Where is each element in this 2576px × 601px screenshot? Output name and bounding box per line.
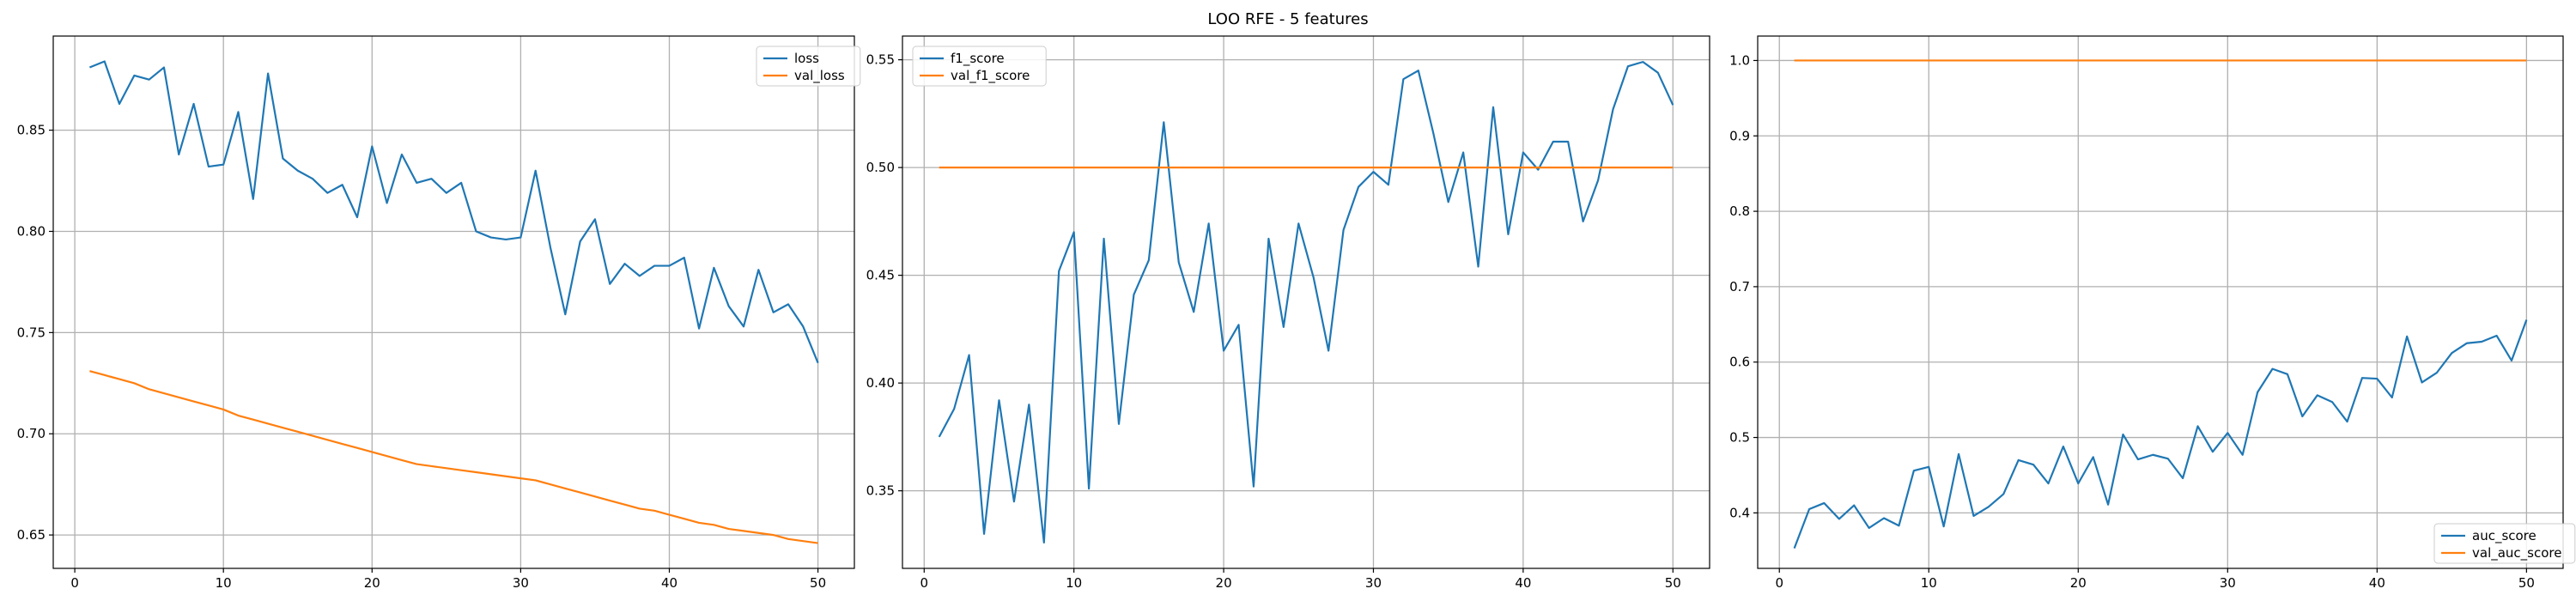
legend-box [912, 46, 1047, 87]
x-tick-label: 30 [2220, 575, 2236, 591]
figure-title: LOO RFE - 5 features [1207, 10, 1368, 28]
x-tick-label: 40 [2369, 575, 2385, 591]
chart-panel-3: 0 10 20 30 40 50 0.4 0.5 0.6 0.7 0.8 0.9 1.0 auc_scor… [1729, 35, 2576, 591]
x-tick-label: 0 [70, 575, 79, 591]
y-tick-label: 0.8 [1729, 203, 1750, 219]
series-line-f1_score [938, 61, 1674, 543]
plot-frame [1757, 35, 2564, 569]
x-tick-label: 30 [513, 575, 529, 591]
legend-label-val_f1_score: val_f1_score [951, 68, 1030, 84]
x-tick-label: 20 [2070, 575, 2087, 591]
legend: loss val_loss [756, 46, 861, 87]
series-line-val_loss [89, 370, 818, 544]
x-tick-label: 50 [810, 575, 826, 591]
legend-label-loss: loss [794, 51, 819, 66]
x-tick-label: 50 [2518, 575, 2535, 591]
x-tick-label: 0 [920, 575, 929, 591]
x-tick-label: 10 [216, 575, 232, 591]
y-tick-label: 1.0 [1729, 52, 1750, 68]
legend-box [2433, 523, 2576, 564]
series-line-loss [88, 60, 819, 364]
plot-area [902, 36, 1710, 568]
y-tick-label: 0.40 [866, 375, 895, 391]
x-tick-label: 20 [364, 575, 380, 591]
legend-label-auc_score: auc_score [2472, 528, 2537, 544]
y-tick-label: 0.45 [866, 268, 895, 283]
x-tick-label: 20 [1216, 575, 1232, 591]
plot-area [1758, 36, 2563, 568]
x-tick-label: 10 [1066, 575, 1082, 591]
x-tick-label: 40 [661, 575, 677, 591]
plot-frame [902, 35, 1710, 569]
y-tick-label: 0.75 [17, 325, 46, 340]
chart-panel-2: 0 10 20 30 40 50 0.35 0.40 0.45 0.50 0.55 f1_scorev… [866, 35, 1710, 591]
y-tick-label: 0.6 [1729, 355, 1750, 370]
y-tick-label: 0.65 [17, 527, 46, 543]
chart-panel-1: 0 10 20 30 40 50 0.65 0.70 0.75 0.80 0.85 loss val_l… [17, 35, 861, 591]
y-tick-label: 0.35 [866, 483, 895, 499]
plot-frame [52, 35, 855, 569]
y-tick-label: 0.50 [866, 160, 895, 175]
y-tick-label: 0.7 [1729, 279, 1750, 294]
legend-label-val_loss: val_loss [794, 68, 845, 84]
y-tick-label: 0.55 [866, 52, 895, 68]
x-tick-label: 0 [1775, 575, 1783, 591]
x-tick-label: 50 [1665, 575, 1681, 591]
plot-area [53, 36, 854, 568]
y-tick-label: 0.85 [17, 123, 46, 138]
panels: 0 10 20 30 40 500.650.700.750.800.85lossval_l… [17, 35, 2576, 591]
y-tick-label: 0.5 [1729, 430, 1750, 446]
y-tick-label: 0.9 [1729, 128, 1750, 143]
legend-label-val_auc_score: val_auc_score [2472, 545, 2562, 562]
y-tick-label: 0.80 [17, 223, 46, 239]
x-tick-label: 40 [1515, 575, 1531, 591]
series-line-auc_score [1793, 319, 2528, 549]
x-tick-label: 30 [1365, 575, 1382, 591]
y-tick-label: 0.70 [17, 426, 46, 441]
y-tick-label: 0.4 [1729, 505, 1750, 520]
x-tick-label: 10 [1921, 575, 1937, 591]
legend-label-f1_score: f1_score [951, 51, 1005, 67]
